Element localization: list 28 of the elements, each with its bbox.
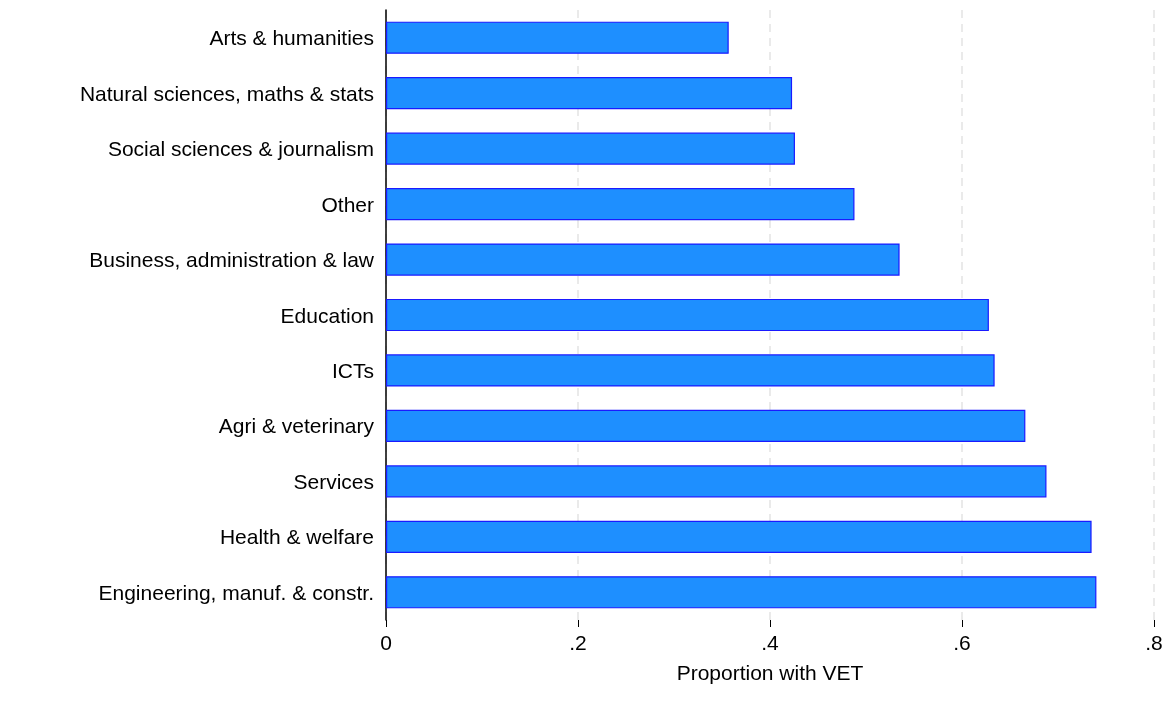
bar — [386, 354, 995, 387]
bar — [386, 465, 1047, 498]
x-tick-label: .4 — [761, 631, 780, 654]
bar — [386, 409, 1026, 442]
bar — [386, 21, 729, 54]
bar — [386, 520, 1092, 553]
y-tick-label: Agri & veterinary — [218, 414, 375, 438]
y-tick-label: Natural sciences, maths & stats — [79, 81, 374, 105]
bar — [386, 77, 793, 110]
x-tick-label: 0 — [380, 631, 392, 654]
x-tick-label: .8 — [1145, 631, 1163, 654]
y-tick-label: Services — [293, 469, 374, 493]
x-tick-label: .6 — [953, 631, 971, 654]
bar — [386, 576, 1097, 609]
y-tick-label: Arts & humanities — [209, 26, 374, 50]
bar — [386, 188, 855, 221]
bar — [386, 132, 795, 165]
bar — [386, 298, 989, 332]
y-tick-label: Business, administration & law — [89, 248, 375, 272]
y-tick-label: Education — [280, 303, 374, 327]
y-tick-label: Health & welfare — [219, 525, 374, 549]
y-tick-label: Other — [321, 192, 374, 216]
y-tick-label: ICTs — [332, 358, 374, 382]
y-tick-label: Social sciences & journalism — [107, 137, 374, 161]
x-tick-label: .2 — [569, 631, 587, 654]
x-axis-title: Proportion with VET — [676, 661, 864, 684]
y-tick-label: Engineering, manuf. & constr. — [98, 580, 374, 604]
bar — [386, 243, 900, 276]
